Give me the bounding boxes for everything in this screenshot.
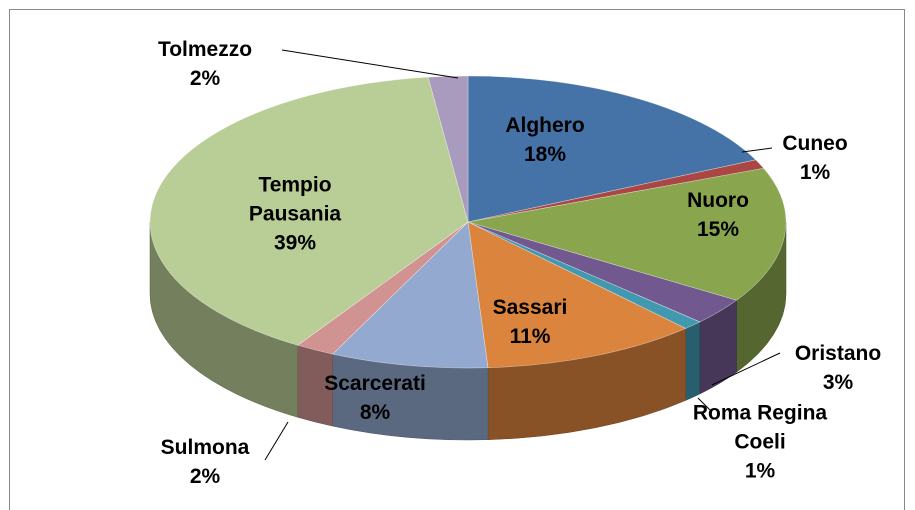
category-label: Sassari xyxy=(492,296,568,319)
slice-side xyxy=(685,321,701,401)
value-label: 2% xyxy=(189,465,221,488)
slice-label: Tempio Pausania 39% xyxy=(220,171,370,258)
slice xyxy=(467,75,757,223)
slice-label: Sassari 11% xyxy=(470,293,590,351)
value-label: 1% xyxy=(744,459,776,483)
value-label: 15% xyxy=(696,218,740,241)
category-label: Tempio Pausania xyxy=(248,173,342,226)
value-label: 11% xyxy=(509,325,551,348)
category-label: Nuoro xyxy=(687,189,749,212)
slice-label: Nuoro 15% xyxy=(658,186,778,244)
category-label: Cuneo xyxy=(782,132,848,155)
category-label: Scarcerati xyxy=(324,372,426,395)
slice-label: Tolmezzo 2% xyxy=(130,35,280,93)
category-label: Oristano xyxy=(794,342,882,365)
leader-line xyxy=(697,397,711,411)
slice xyxy=(467,221,687,369)
value-label: 39% xyxy=(273,231,317,255)
category-label: Roma Regina Coeli xyxy=(692,401,828,454)
category-label: Alghero xyxy=(505,114,585,137)
slice-label: Sulmona 2% xyxy=(135,433,275,491)
leader-line xyxy=(711,352,781,386)
slice xyxy=(331,221,489,369)
value-label: 3% xyxy=(822,371,854,394)
slice-label: Scarcerati 8% xyxy=(305,369,445,427)
slice xyxy=(149,76,469,346)
slice-label: Roma Regina Coeli 1% xyxy=(665,399,855,486)
leader-line xyxy=(264,421,289,461)
leader-line xyxy=(281,49,459,79)
leader-line xyxy=(741,147,773,153)
slice-label: Alghero 18% xyxy=(475,111,615,169)
value-label: 18% xyxy=(523,143,567,166)
slice xyxy=(467,167,787,301)
category-label: Sulmona xyxy=(160,436,250,459)
value-label: 1% xyxy=(799,161,831,184)
slice-label: Oristano 3% xyxy=(768,339,908,397)
slice-label: Cuneo 1% xyxy=(765,129,865,187)
value-label: 8% xyxy=(359,401,391,424)
value-label: 2% xyxy=(189,67,221,90)
chart-border xyxy=(9,9,905,510)
category-label: Tolmezzo xyxy=(157,38,253,61)
